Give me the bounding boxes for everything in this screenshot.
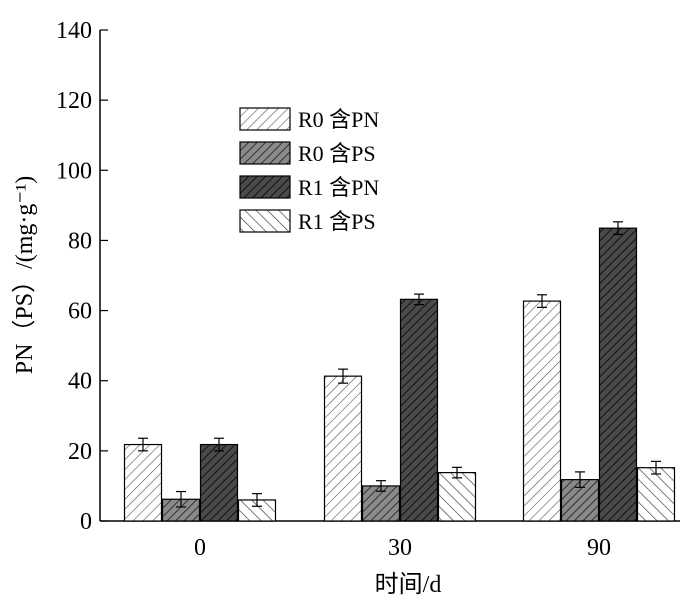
bar-1-90 [522,300,562,522]
bar-3-90 [598,227,638,522]
legend-swatch [239,107,291,131]
y-tick-label: 20 [68,439,92,465]
bar-3-0 [199,443,239,522]
x-tick-label: 0 [194,535,206,561]
y-ticks: 0 20 40 60 80 100 120 140 [56,18,108,535]
y-tick-label: 120 [56,88,92,114]
y-tick-label: 0 [80,509,92,535]
y-axis-title: PN（PS）/(mg·g⁻¹) [12,176,38,375]
legend-label: R1 含PN [298,175,379,200]
y-tick-label: 40 [68,369,92,395]
axes [99,30,680,522]
bar-1-0 [123,443,163,522]
legend-label: R0 含PN [298,107,379,132]
x-axis-title: 时间/d [375,571,442,598]
bars [123,227,676,522]
y-tick-label: 60 [68,299,92,325]
legend-swatch [239,141,291,165]
y-tick-label: 100 [56,158,92,184]
legend-swatch [239,175,291,199]
bar-1-30 [323,375,363,522]
error-bars [138,221,661,508]
bar-3-30 [399,298,439,522]
legend-swatch [239,209,291,233]
bar-4-90 [636,467,676,522]
legend-label: R1 含PS [298,209,376,234]
legend-label: R0 含PS [298,141,376,166]
y-tick-label: 140 [56,18,92,44]
legend: R0 含PN R0 含PS R1 含PN R1 含PS [239,107,379,234]
y-tick-label: 80 [68,228,92,254]
bar-4-30 [437,472,477,522]
x-tick-label: 90 [587,535,611,561]
x-tick-label: 30 [388,535,412,561]
x-ticks: 0 30 90 [194,513,611,561]
